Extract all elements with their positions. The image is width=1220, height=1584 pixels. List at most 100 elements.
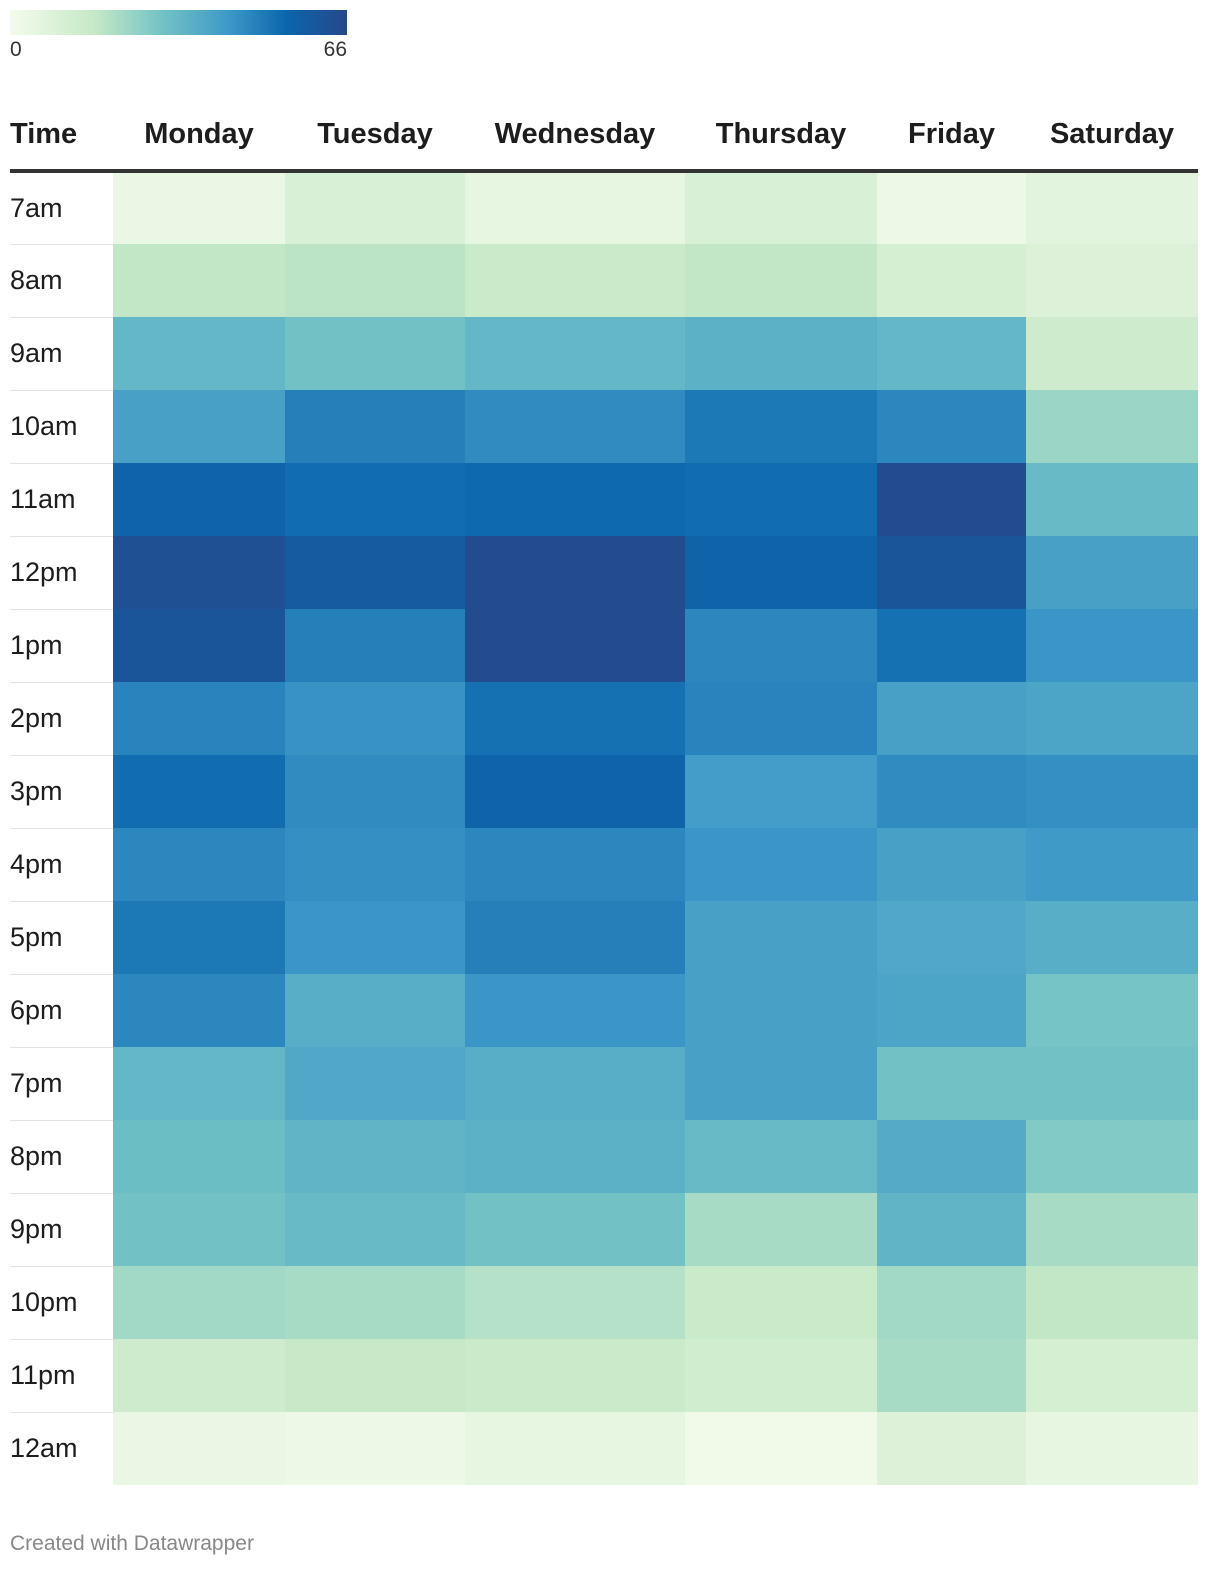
heatmap-cell — [113, 463, 285, 536]
heatmap-cell — [113, 901, 285, 974]
heatmap-cell — [113, 828, 285, 901]
row-label: 8pm — [10, 1120, 113, 1194]
heatmap-cell — [1026, 1047, 1198, 1120]
row-label: 8am — [10, 244, 113, 318]
heatmap-cell — [877, 317, 1026, 390]
row-label: 4pm — [10, 828, 113, 902]
row-label: 7pm — [10, 1047, 113, 1121]
heatmap-cell — [877, 1120, 1026, 1193]
heatmap-cell — [685, 171, 877, 244]
heatmap-cell — [877, 609, 1026, 682]
heatmap-cell — [685, 1120, 877, 1193]
heatmap-cell — [285, 463, 465, 536]
heatmap-cell — [685, 828, 877, 901]
color-legend: 0 66 — [10, 10, 347, 61]
heatmap-cell — [465, 463, 685, 536]
heatmap-cell — [1026, 244, 1198, 317]
heatmap-cell — [1026, 974, 1198, 1047]
heatmap-cell — [113, 1266, 285, 1339]
heatmap-cell — [877, 536, 1026, 609]
table-row: 9pm — [10, 1193, 1198, 1267]
heatmap-cell — [113, 682, 285, 755]
heatmap-cell — [685, 1047, 877, 1120]
heatmap-cell — [113, 974, 285, 1047]
row-label: 1pm — [10, 609, 113, 683]
row-label: 11pm — [10, 1339, 113, 1413]
table-row: 3pm — [10, 755, 1198, 829]
row-label: 9pm — [10, 1193, 113, 1267]
heatmap-cell — [685, 1266, 877, 1339]
table-row: 2pm — [10, 682, 1198, 756]
heatmap-body: 7am 8am 9am 10am 11am 12pm 1pm 2pm 3pm 4pm 5pm 6pm 7… — [10, 171, 1198, 1485]
row-label: 3pm — [10, 755, 113, 829]
table-row: 7pm — [10, 1047, 1198, 1121]
table-row: 8am — [10, 244, 1198, 318]
heatmap-cell — [285, 1047, 465, 1120]
heatmap-cell — [113, 171, 285, 244]
heatmap-cell — [113, 1047, 285, 1120]
row-label: 11am — [10, 463, 113, 537]
heatmap-cell — [1026, 317, 1198, 390]
column-header-friday: Friday — [877, 100, 1026, 173]
heatmap-cell — [1026, 171, 1198, 244]
heatmap-cell — [685, 390, 877, 463]
heatmap-cell — [285, 828, 465, 901]
column-header-tuesday: Tuesday — [285, 100, 465, 173]
row-label: 10pm — [10, 1266, 113, 1340]
heatmap-cell — [465, 901, 685, 974]
heatmap-cell — [877, 974, 1026, 1047]
heatmap-cell — [1026, 1412, 1198, 1485]
heatmap-cell — [285, 244, 465, 317]
heatmap-cell — [685, 682, 877, 755]
row-label: 9am — [10, 317, 113, 391]
heatmap-cell — [285, 390, 465, 463]
row-label: 2pm — [10, 682, 113, 756]
heatmap-cell — [685, 244, 877, 317]
table-row: 12pm — [10, 536, 1198, 610]
heatmap-cell — [1026, 1193, 1198, 1266]
heatmap-cell — [465, 828, 685, 901]
table-row: 12am — [10, 1412, 1198, 1485]
column-header-thursday: Thursday — [685, 100, 877, 173]
heatmap-cell — [465, 1412, 685, 1485]
heatmap-cell — [285, 974, 465, 1047]
heatmap-cell — [877, 828, 1026, 901]
column-header-saturday: Saturday — [1026, 100, 1198, 173]
heatmap-cell — [1026, 901, 1198, 974]
table-row: 10pm — [10, 1266, 1198, 1340]
heatmap-cell — [685, 1339, 877, 1412]
heatmap-cell — [685, 536, 877, 609]
heatmap-cell — [113, 1120, 285, 1193]
heatmap-cell — [113, 609, 285, 682]
heatmap-cell — [877, 390, 1026, 463]
heatmap-cell — [285, 1339, 465, 1412]
heatmap-cell — [113, 1412, 285, 1485]
heatmap-cell — [877, 1339, 1026, 1412]
row-label: 12pm — [10, 536, 113, 610]
heatmap-cell — [465, 1193, 685, 1266]
heatmap-cell — [1026, 755, 1198, 828]
table-row: 6pm — [10, 974, 1198, 1048]
credit-text: Created with Datawrapper — [10, 1532, 254, 1555]
heatmap-cell — [285, 1193, 465, 1266]
table-row: 5pm — [10, 901, 1198, 975]
heatmap-cell — [1026, 1120, 1198, 1193]
heatmap-cell — [877, 171, 1026, 244]
heatmap-cell — [685, 609, 877, 682]
heatmap-cell — [877, 901, 1026, 974]
heatmap-cell — [113, 1193, 285, 1266]
legend-max-label: 66 — [323, 38, 347, 61]
legend-labels: 0 66 — [10, 35, 347, 61]
heatmap-cell — [465, 974, 685, 1047]
heatmap-cell — [685, 1193, 877, 1266]
column-header-time: Time — [10, 100, 113, 173]
heatmap-cell — [877, 682, 1026, 755]
heatmap-cell — [285, 682, 465, 755]
table-row: 9am — [10, 317, 1198, 391]
heatmap-cell — [465, 755, 685, 828]
table-row: 11pm — [10, 1339, 1198, 1413]
heatmap-cell — [465, 390, 685, 463]
heatmap-cell — [285, 609, 465, 682]
table-row: 10am — [10, 390, 1198, 464]
legend-min-label: 0 — [10, 38, 22, 61]
